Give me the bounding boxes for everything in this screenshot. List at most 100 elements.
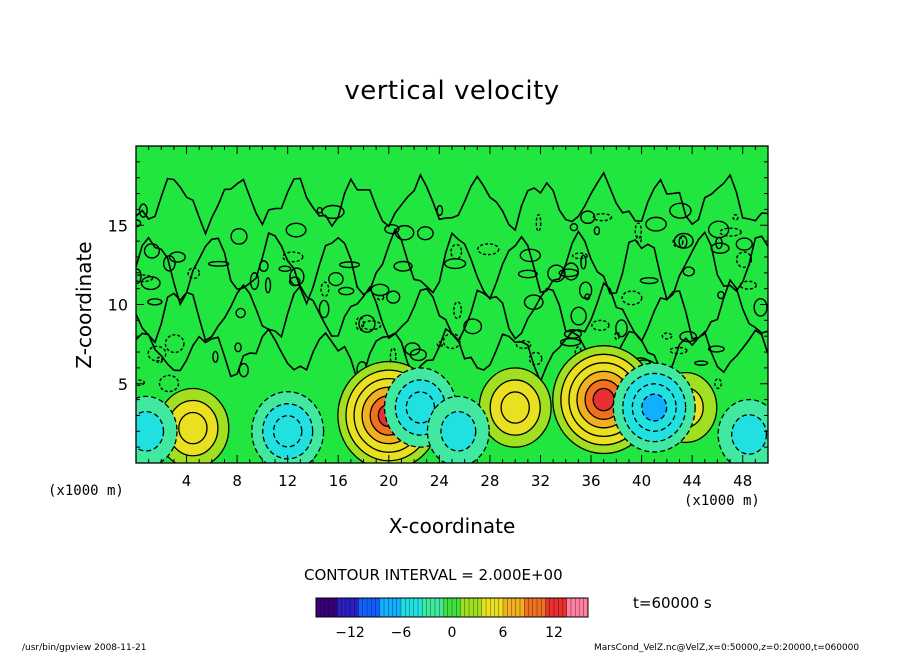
turbulence-contour [732,214,739,221]
turbulence-contour [207,260,230,267]
x-unit-left: (x1000 m) [48,483,124,499]
turbulence-contour [339,261,361,269]
turbulence-contour [249,272,260,291]
colorbar-strip [485,597,491,618]
turbulence-contour [404,342,421,356]
turbulence-contour [389,347,397,367]
turbulence-contour [615,319,628,338]
colorbar-strip [460,597,466,618]
x-tick-label: 16 [329,472,348,490]
turbulence-contour [138,203,148,218]
colorbar-strip [345,597,351,618]
colorbar-strip [477,597,483,618]
colorbar-strip [528,597,534,618]
turbulence-contour [450,243,463,260]
y-tick-label: 10 [108,296,128,315]
downdraft-contour [440,410,477,452]
contour-interval-label: CONTOUR INTERVAL = 2.000E+00 [304,566,563,584]
colorbar-strip [502,597,508,618]
colorbar-strip [473,597,478,618]
colorbar-strip [507,597,512,618]
colorbar-strip [320,597,325,618]
turbulence-contour [436,341,444,348]
downdraft-contour [730,414,768,455]
colorbar-strip [417,597,423,618]
downdraft-contour [641,393,668,422]
turbulence-contour [136,379,146,387]
colorbar-strip [562,597,568,618]
colorbar-strip [426,597,432,618]
colorbar-strip [341,597,347,618]
colorbar-strip [375,597,381,618]
updraft-contour [178,411,208,445]
colorbar-strip [383,597,389,618]
chart-title: vertical velocity [344,76,560,106]
x-tick-label: 4 [182,472,192,490]
x-tick-label: 40 [632,472,651,490]
colorbar-strip [332,597,338,618]
turbulence-contour [714,378,722,390]
colorbar-strip [451,597,457,618]
colorbar-strip [371,597,376,618]
turbulence-contour [645,216,667,232]
colorbar-strip [443,597,449,618]
turbulence-contour [320,281,330,298]
colorbar-strip [405,597,410,618]
colorbar-strip [388,597,393,618]
turbulence-contour [361,320,382,331]
colorbar-strip [545,597,551,618]
x-tick-label: 24 [430,472,449,490]
colorbar-tick-label: −12 [335,625,365,641]
turbulence-contour [147,345,167,362]
turbulence-contour [140,275,161,291]
y-tick-label: 5 [118,375,128,394]
turbulence-contour [515,340,532,349]
turbulence-contour [187,267,201,280]
x-tick-label: 32 [531,472,550,490]
turbulence-contour [753,297,768,317]
colorbar-strip [511,597,517,618]
turbulence-contour [318,299,330,319]
updraft-contour [592,387,615,412]
turbulence-contour [694,360,709,366]
x-unit-right: (x1000 m) [684,493,760,509]
turbulence-contour [517,269,538,279]
colorbar-strip [396,597,402,618]
turbulence-contour [235,307,246,319]
turbulence-contour [212,350,219,363]
colorbar-strip [349,597,355,618]
turbulence-contour [519,248,542,263]
turbulence-contour [621,290,643,306]
colorbar-strip [481,597,487,618]
turbulence-contour [570,306,587,326]
turbulence-contour [580,210,596,225]
colorbar-strip [468,597,474,618]
turbulence-contour [591,319,610,331]
colorbar-strip [434,597,440,618]
colorbar-strip [515,597,521,618]
turbulence-contour [571,252,589,260]
footer-right: MarsCond_VelZ.nc@VelZ,x=0:50000,z=0:2000… [594,643,860,653]
turbulence-contour [264,277,272,294]
turbulence-contour [358,314,376,333]
x-tick-label: 36 [581,472,600,490]
colorbar-strip [439,597,444,618]
colorbar-strip [566,597,572,618]
turbulence-contour [639,277,659,285]
turbulence-contour [164,334,185,354]
turbulence-contour [477,243,500,256]
turbulence-contour [678,235,688,249]
colorbar-strip [532,597,538,618]
colorbar-strip [570,597,576,618]
colorbar-strip [579,597,585,618]
x-axis-label: X-coordinate [0,514,904,538]
turbulence-contour [453,301,462,320]
turbulence-contour [168,251,186,263]
turbulence-contour [416,226,434,241]
colorbar-strip [524,597,529,618]
turbulence-contour [337,286,355,296]
colorbar-tick-label: −6 [391,625,412,641]
x-tick-label: 8 [232,472,242,490]
turbulence-contour [136,268,142,285]
colorbar-strip [315,597,321,618]
